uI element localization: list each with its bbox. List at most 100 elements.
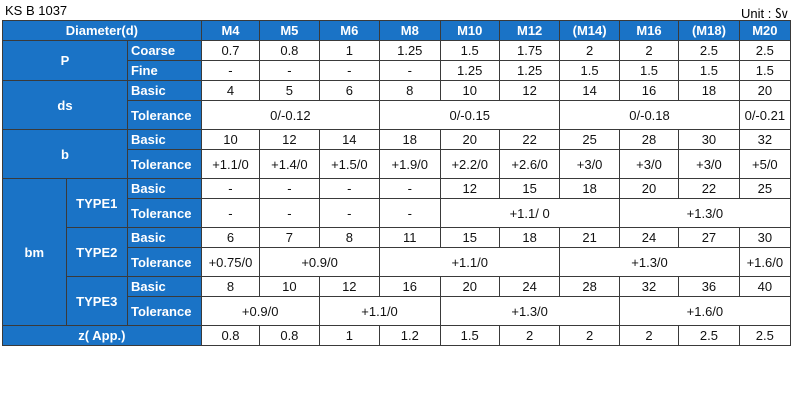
row-diameter: Diameter(d) M4 M5 M6 M8 M10 M12 (M14) M1…	[2, 20, 792, 41]
table-cell: +1.3/0	[559, 247, 740, 277]
size-header: M5	[259, 20, 320, 41]
bm-group-label: bm	[2, 178, 67, 326]
table-cell: +3/0	[559, 149, 620, 179]
table-cell: +1.9/0	[379, 149, 441, 179]
size-header: (M18)	[678, 20, 740, 41]
tolerance-label: Tolerance	[126, 198, 202, 228]
table-cell: -	[259, 178, 320, 199]
table-cell: 10	[200, 129, 261, 150]
ds-group-label: ds	[2, 80, 128, 130]
basic-label: Basic	[126, 276, 202, 297]
table-cell: 32	[738, 129, 792, 150]
row-p-fine: Fine - - - - 1.25 1.25 1.5 1.5 1.5 1.5	[3, 60, 792, 81]
table-cell: 1	[318, 40, 381, 61]
table-cell: 11	[379, 227, 441, 248]
table-cell: +0.9/0	[200, 296, 320, 326]
table-cell: 0/-0.21	[738, 100, 792, 130]
table-cell: 14	[559, 80, 620, 101]
table-cell: 14	[318, 129, 381, 150]
table-cell: -	[259, 60, 320, 81]
table-cell: 20	[439, 276, 500, 297]
table-caption: KS B 1037 Unit : ㏜	[2, 0, 792, 21]
table-cell: 25	[738, 178, 792, 199]
coarse-label: Coarse	[126, 40, 202, 61]
size-header: (M14)	[559, 20, 620, 41]
table-cell: -	[318, 60, 381, 81]
table-cell: 7	[259, 227, 320, 248]
table-cell: 0/-0.12	[200, 100, 381, 130]
table-cell: 2	[559, 325, 620, 346]
table-cell: 1.5	[439, 325, 500, 346]
table-cell: 0/-0.15	[379, 100, 561, 130]
table-cell: 21	[559, 227, 620, 248]
table-cell: +3/0	[678, 149, 740, 179]
table-cell: +1.1/0	[200, 149, 261, 179]
type2-label: TYPE2	[65, 227, 128, 277]
tolerance-label: Tolerance	[126, 149, 202, 179]
table-cell: 18	[498, 227, 561, 248]
size-header: M6	[318, 20, 381, 41]
table-cell: 18	[379, 129, 441, 150]
table-cell: +1.3/0	[439, 296, 620, 326]
table-cell: 2.5	[738, 40, 792, 61]
size-header: M10	[439, 20, 500, 41]
row-type2-basic: TYPE2 Basic 6 7 8 11 15 18 21 24 27 30	[3, 227, 792, 277]
table-cell: 28	[559, 276, 620, 297]
table-cell: +1.5/0	[318, 149, 381, 179]
table-cell: 0.7	[200, 40, 261, 61]
table-cell: 2.5	[738, 325, 792, 346]
table-cell: 0.8	[259, 40, 320, 61]
table-cell: 24	[618, 227, 680, 248]
table-cell: +1.1/ 0	[439, 198, 620, 228]
table-cell: +0.9/0	[259, 247, 381, 277]
table-cell: 30	[678, 129, 740, 150]
row-type2-tolerance: Tolerance +0.75/0 +0.9/0 +1.1/0 +1.3/0 +…	[3, 247, 792, 277]
table-cell: 18	[678, 80, 740, 101]
table-cell: +2.2/0	[439, 149, 500, 179]
table-cell: 12	[439, 178, 500, 199]
table-cell: -	[379, 198, 441, 228]
table-cell: -	[200, 178, 261, 199]
table-cell: 1.75	[498, 40, 561, 61]
table-cell: 10	[439, 80, 500, 101]
table-cell: +2.6/0	[498, 149, 561, 179]
table-cell: 12	[318, 276, 381, 297]
table-cell: 15	[439, 227, 500, 248]
table-cell: +1.1/0	[318, 296, 441, 326]
standard-label: KS B 1037	[5, 3, 68, 18]
size-header: M12	[498, 20, 561, 41]
table-cell: -	[259, 198, 320, 228]
table-cell: 16	[618, 80, 680, 101]
table-cell: 8	[200, 276, 261, 297]
table-cell: 28	[618, 129, 680, 150]
type1-label: TYPE1	[65, 178, 128, 228]
basic-label: Basic	[126, 178, 202, 199]
row-b-basic: b Basic 10 12 14 18 20 22 25 28 30 32	[2, 129, 792, 179]
table-cell: 1.2	[379, 325, 441, 346]
basic-label: Basic	[126, 227, 202, 248]
row-z: z( App.) 0.8 0.8 1 1.2 1.5 2 2 2 2.5 2.5	[2, 325, 792, 346]
tolerance-label: Tolerance	[126, 296, 202, 326]
table-cell: 18	[559, 178, 620, 199]
table-cell: 0.8	[200, 325, 261, 346]
size-header: M8	[379, 20, 441, 41]
table-cell: -	[379, 60, 441, 81]
table-cell: 1.5	[559, 60, 620, 81]
table-cell: +5/0	[738, 149, 792, 179]
table-cell: 32	[618, 276, 680, 297]
table-cell: 2	[618, 40, 680, 61]
table-cell: +3/0	[618, 149, 680, 179]
table-cell: 20	[738, 80, 792, 101]
row-type1-basic: bm TYPE1 Basic - - - - 12 15 18 20 22 25	[2, 178, 792, 326]
table-cell: +1.1/0	[379, 247, 561, 277]
tolerance-label: Tolerance	[126, 247, 202, 277]
table-cell: 25	[559, 129, 620, 150]
table-cell: 2	[559, 40, 620, 61]
table-cell: +0.75/0	[200, 247, 261, 277]
table-cell: 30	[738, 227, 792, 248]
table-cell: 1.25	[379, 40, 441, 61]
table-cell: 12	[259, 129, 320, 150]
table-cell: 5	[259, 80, 320, 101]
table-cell: 27	[678, 227, 740, 248]
